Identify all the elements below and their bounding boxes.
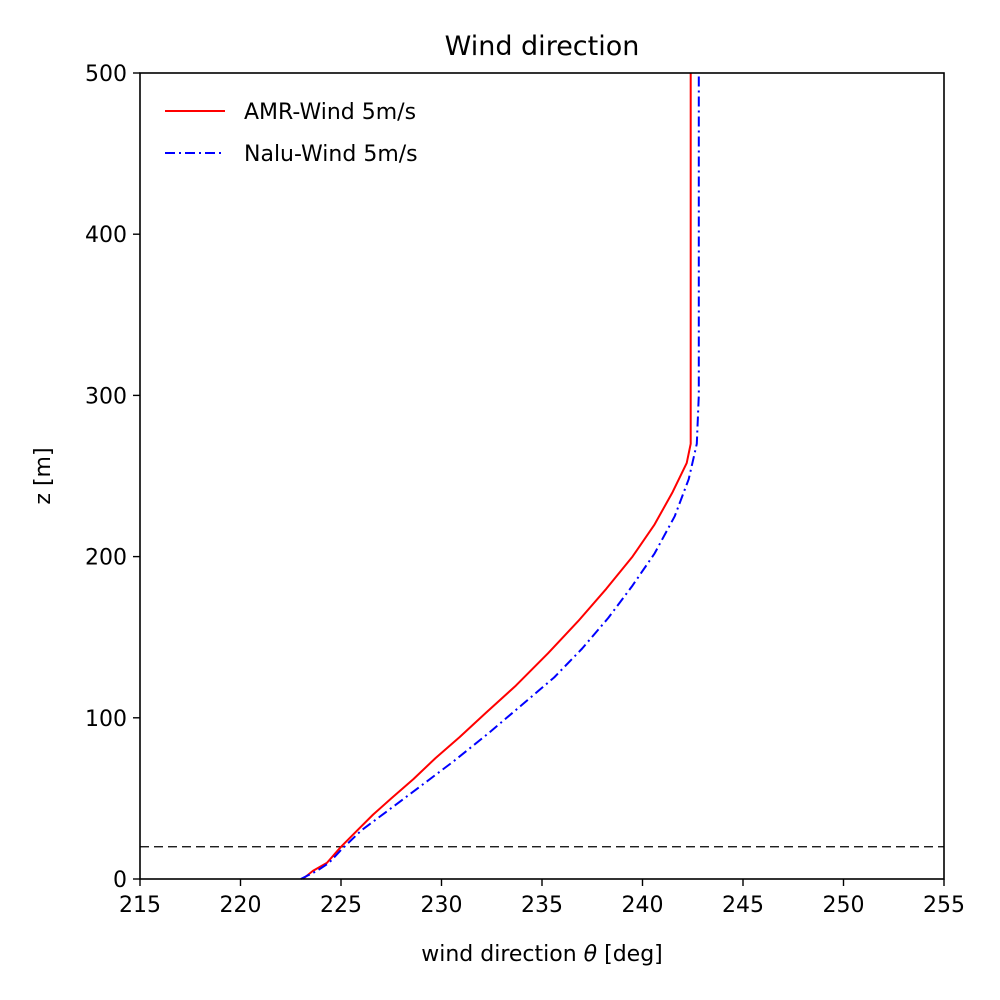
y-axis-ticks: 0 100 200 300 400 500 xyxy=(85,62,140,893)
legend-label-1: AMR-Wind 5m/s xyxy=(244,100,416,125)
x-tick-label: 220 xyxy=(220,893,262,918)
legend-label-2: Nalu-Wind 5m/s xyxy=(244,142,418,167)
legend: AMR-Wind 5m/s Nalu-Wind 5m/s xyxy=(165,100,418,167)
x-axis-label-symbol: θ xyxy=(584,942,598,967)
y-tick-label: 300 xyxy=(85,384,127,409)
series-line-2 xyxy=(300,73,700,880)
x-tick-label: 235 xyxy=(521,893,563,918)
y-tick-label: 400 xyxy=(85,223,127,248)
x-axis-ticks: 215 220 225 230 235 240 245 250 255 xyxy=(119,879,965,918)
x-tick-label: 240 xyxy=(622,893,664,918)
x-tick-label: 225 xyxy=(320,893,362,918)
x-tick-label: 250 xyxy=(823,893,865,918)
y-axis-label: z [m] xyxy=(31,447,56,504)
y-tick-label: 500 xyxy=(85,62,127,87)
plot-frame xyxy=(139,72,945,880)
y-tick-label: 100 xyxy=(85,707,127,732)
x-axis-label-suffix: [deg] xyxy=(597,942,663,967)
series-line-1 xyxy=(302,73,692,880)
x-tick-label: 245 xyxy=(722,893,764,918)
x-tick-label: 230 xyxy=(421,893,463,918)
y-tick-label: 200 xyxy=(85,546,127,571)
chart-title: Wind direction xyxy=(445,31,640,62)
x-axis-label-prefix: wind direction xyxy=(421,942,583,967)
x-tick-label: 215 xyxy=(119,893,161,918)
plot-area xyxy=(140,73,944,880)
x-tick-label: 255 xyxy=(923,893,965,918)
y-tick-label: 0 xyxy=(113,868,127,893)
x-axis-label: wind direction θ [deg] xyxy=(421,942,663,967)
